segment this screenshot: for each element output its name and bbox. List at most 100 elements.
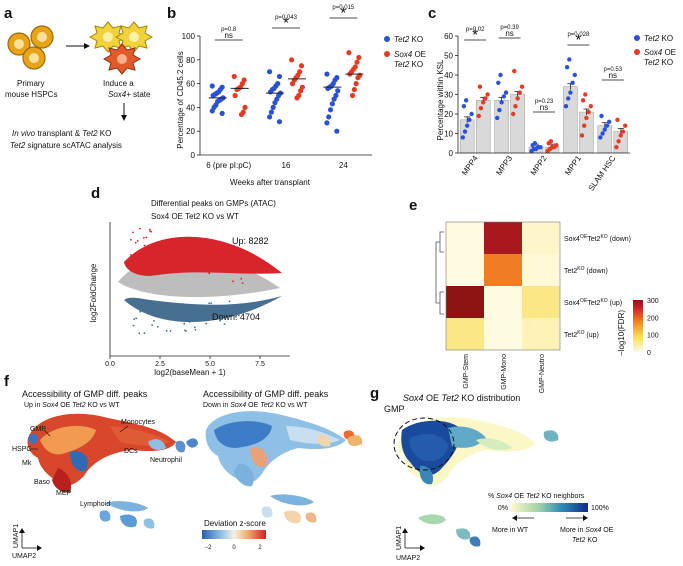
d-up-point <box>130 254 132 256</box>
c-point <box>460 135 465 140</box>
c-point <box>600 131 605 136</box>
b-point <box>349 92 356 99</box>
c-y-tick-label: 30 <box>444 91 453 100</box>
d-up-point <box>208 242 210 245</box>
d-up-point <box>188 237 191 240</box>
d-up-point <box>218 246 221 249</box>
g-more-wt: More in WT <box>492 527 529 534</box>
f-label-mep: MEP <box>56 490 72 497</box>
c-point <box>570 80 575 86</box>
b-legend-sox4-line2: Tet2 KO <box>394 60 423 69</box>
d-up-point <box>236 254 239 257</box>
b-x-tick-label: 24 <box>339 161 348 170</box>
d-down-point <box>151 313 154 316</box>
d-up-point <box>136 240 139 242</box>
d-up-point <box>243 252 246 255</box>
b-point <box>354 59 360 65</box>
c-sig-mark: * <box>472 27 478 44</box>
d-up-point <box>232 280 234 283</box>
d-down-point <box>245 309 248 312</box>
b-point <box>329 101 335 107</box>
signature-label: Tet2 signature scATAC analysis <box>10 141 122 150</box>
c-bar <box>563 86 578 154</box>
c-point <box>461 104 467 109</box>
d-down-point <box>139 308 141 310</box>
d-up-point <box>149 266 152 268</box>
e-heatmap-cell <box>484 254 522 286</box>
c-y-tick-label: 20 <box>444 110 453 119</box>
d-up-point <box>218 265 221 268</box>
b-point <box>324 120 330 126</box>
f-label-hspc: HSPC <box>12 446 31 453</box>
d-scatter-points <box>129 227 248 335</box>
c-pvalue: p=0.53 <box>604 67 623 73</box>
b-pvalue: p=0.015 <box>332 5 355 11</box>
b-legend-sox4: Sox4 OE <box>394 50 426 59</box>
d-up-point <box>156 261 159 264</box>
d-down-point <box>169 330 172 332</box>
c-legend-marker-tet2 <box>634 35 640 41</box>
d-down-point <box>208 302 211 304</box>
d-x-ticks: 0.0 2.5 5.0 7.5 <box>105 356 265 368</box>
e-colorbar-tick: 300 <box>647 298 659 305</box>
c-point <box>598 135 603 140</box>
c-point <box>620 129 626 134</box>
d-up-point <box>144 257 146 260</box>
c-legend-tet2: Tet2 KO <box>644 34 673 43</box>
e-heatmap-cell <box>446 286 484 318</box>
d-down-point <box>153 320 155 322</box>
g-umap2-label: UMAP2 <box>396 555 420 562</box>
panel-label-c: c <box>428 5 436 22</box>
e-heatmap-cell <box>484 286 522 318</box>
d-down-cloud <box>124 296 282 323</box>
c-pvalue: p=0.028 <box>567 32 590 38</box>
d-down-point <box>228 300 231 303</box>
d-up-point <box>132 231 134 234</box>
panel-label-d: d <box>91 185 100 202</box>
c-point <box>563 104 569 109</box>
b-pvalue: p=0.8 <box>221 27 237 33</box>
e-row-labels: Sox4OETet2KO (down) Tet2KO (down) Sox4OETe… <box>564 234 631 339</box>
b-point <box>238 111 245 118</box>
c-point <box>588 104 593 109</box>
e-column-labels: GMP-Stem GMP-Mono GMP-Neutro <box>463 354 546 393</box>
b-point <box>267 89 274 95</box>
d-down-point <box>210 302 213 305</box>
b-sig-mark: * <box>283 15 289 32</box>
d-down-point <box>135 317 138 320</box>
b-point <box>276 73 283 80</box>
e-heatmap-cell <box>446 222 484 254</box>
e-colorbar-ticks: 300 200 100 0 <box>647 298 659 357</box>
d-down-point <box>139 310 142 313</box>
d-up-point <box>187 257 190 259</box>
c-sig-mark: ns <box>609 71 617 80</box>
g-more-sox4-line2: Tet2 KO <box>572 537 598 544</box>
g-more-sox4: More in Sox4 OE <box>560 527 614 534</box>
c-point <box>538 144 543 150</box>
f-umap1-label: UMAP1 <box>13 524 20 548</box>
b-point <box>209 83 215 89</box>
f-colorbar-tick-mid: 0 <box>232 545 236 551</box>
d-up-point <box>213 266 216 269</box>
d-up-point <box>224 247 226 250</box>
e-heatmap-cell <box>446 318 484 350</box>
c-pvalue: p=0.39 <box>500 25 519 31</box>
b-pvalue: p=0.043 <box>275 15 298 21</box>
d-up-point <box>138 260 141 262</box>
c-x-tick-label: MPP1 <box>563 154 583 177</box>
d-down-point <box>235 306 238 309</box>
b-point <box>267 69 273 75</box>
f-subtitle-1: Up in Sox4 OE Tet2 KO vs WT <box>24 402 120 409</box>
c-point <box>584 115 589 121</box>
d-up-point <box>139 264 142 267</box>
d-up-point <box>211 267 214 270</box>
e-row-label: Sox4OETet2KO (up) <box>564 298 622 307</box>
g-umap <box>393 417 559 547</box>
g-arrow-sox4-head-icon <box>583 515 588 521</box>
c-x-tick-label: MPP3 <box>494 154 514 177</box>
f-label-lymphoid: Lymphoid <box>80 501 110 508</box>
d-up-point <box>181 266 184 269</box>
d-up-point <box>143 236 145 239</box>
b-legend-marker-tet2 <box>384 36 390 42</box>
sox4-state-label: Sox4+ state <box>108 90 151 99</box>
